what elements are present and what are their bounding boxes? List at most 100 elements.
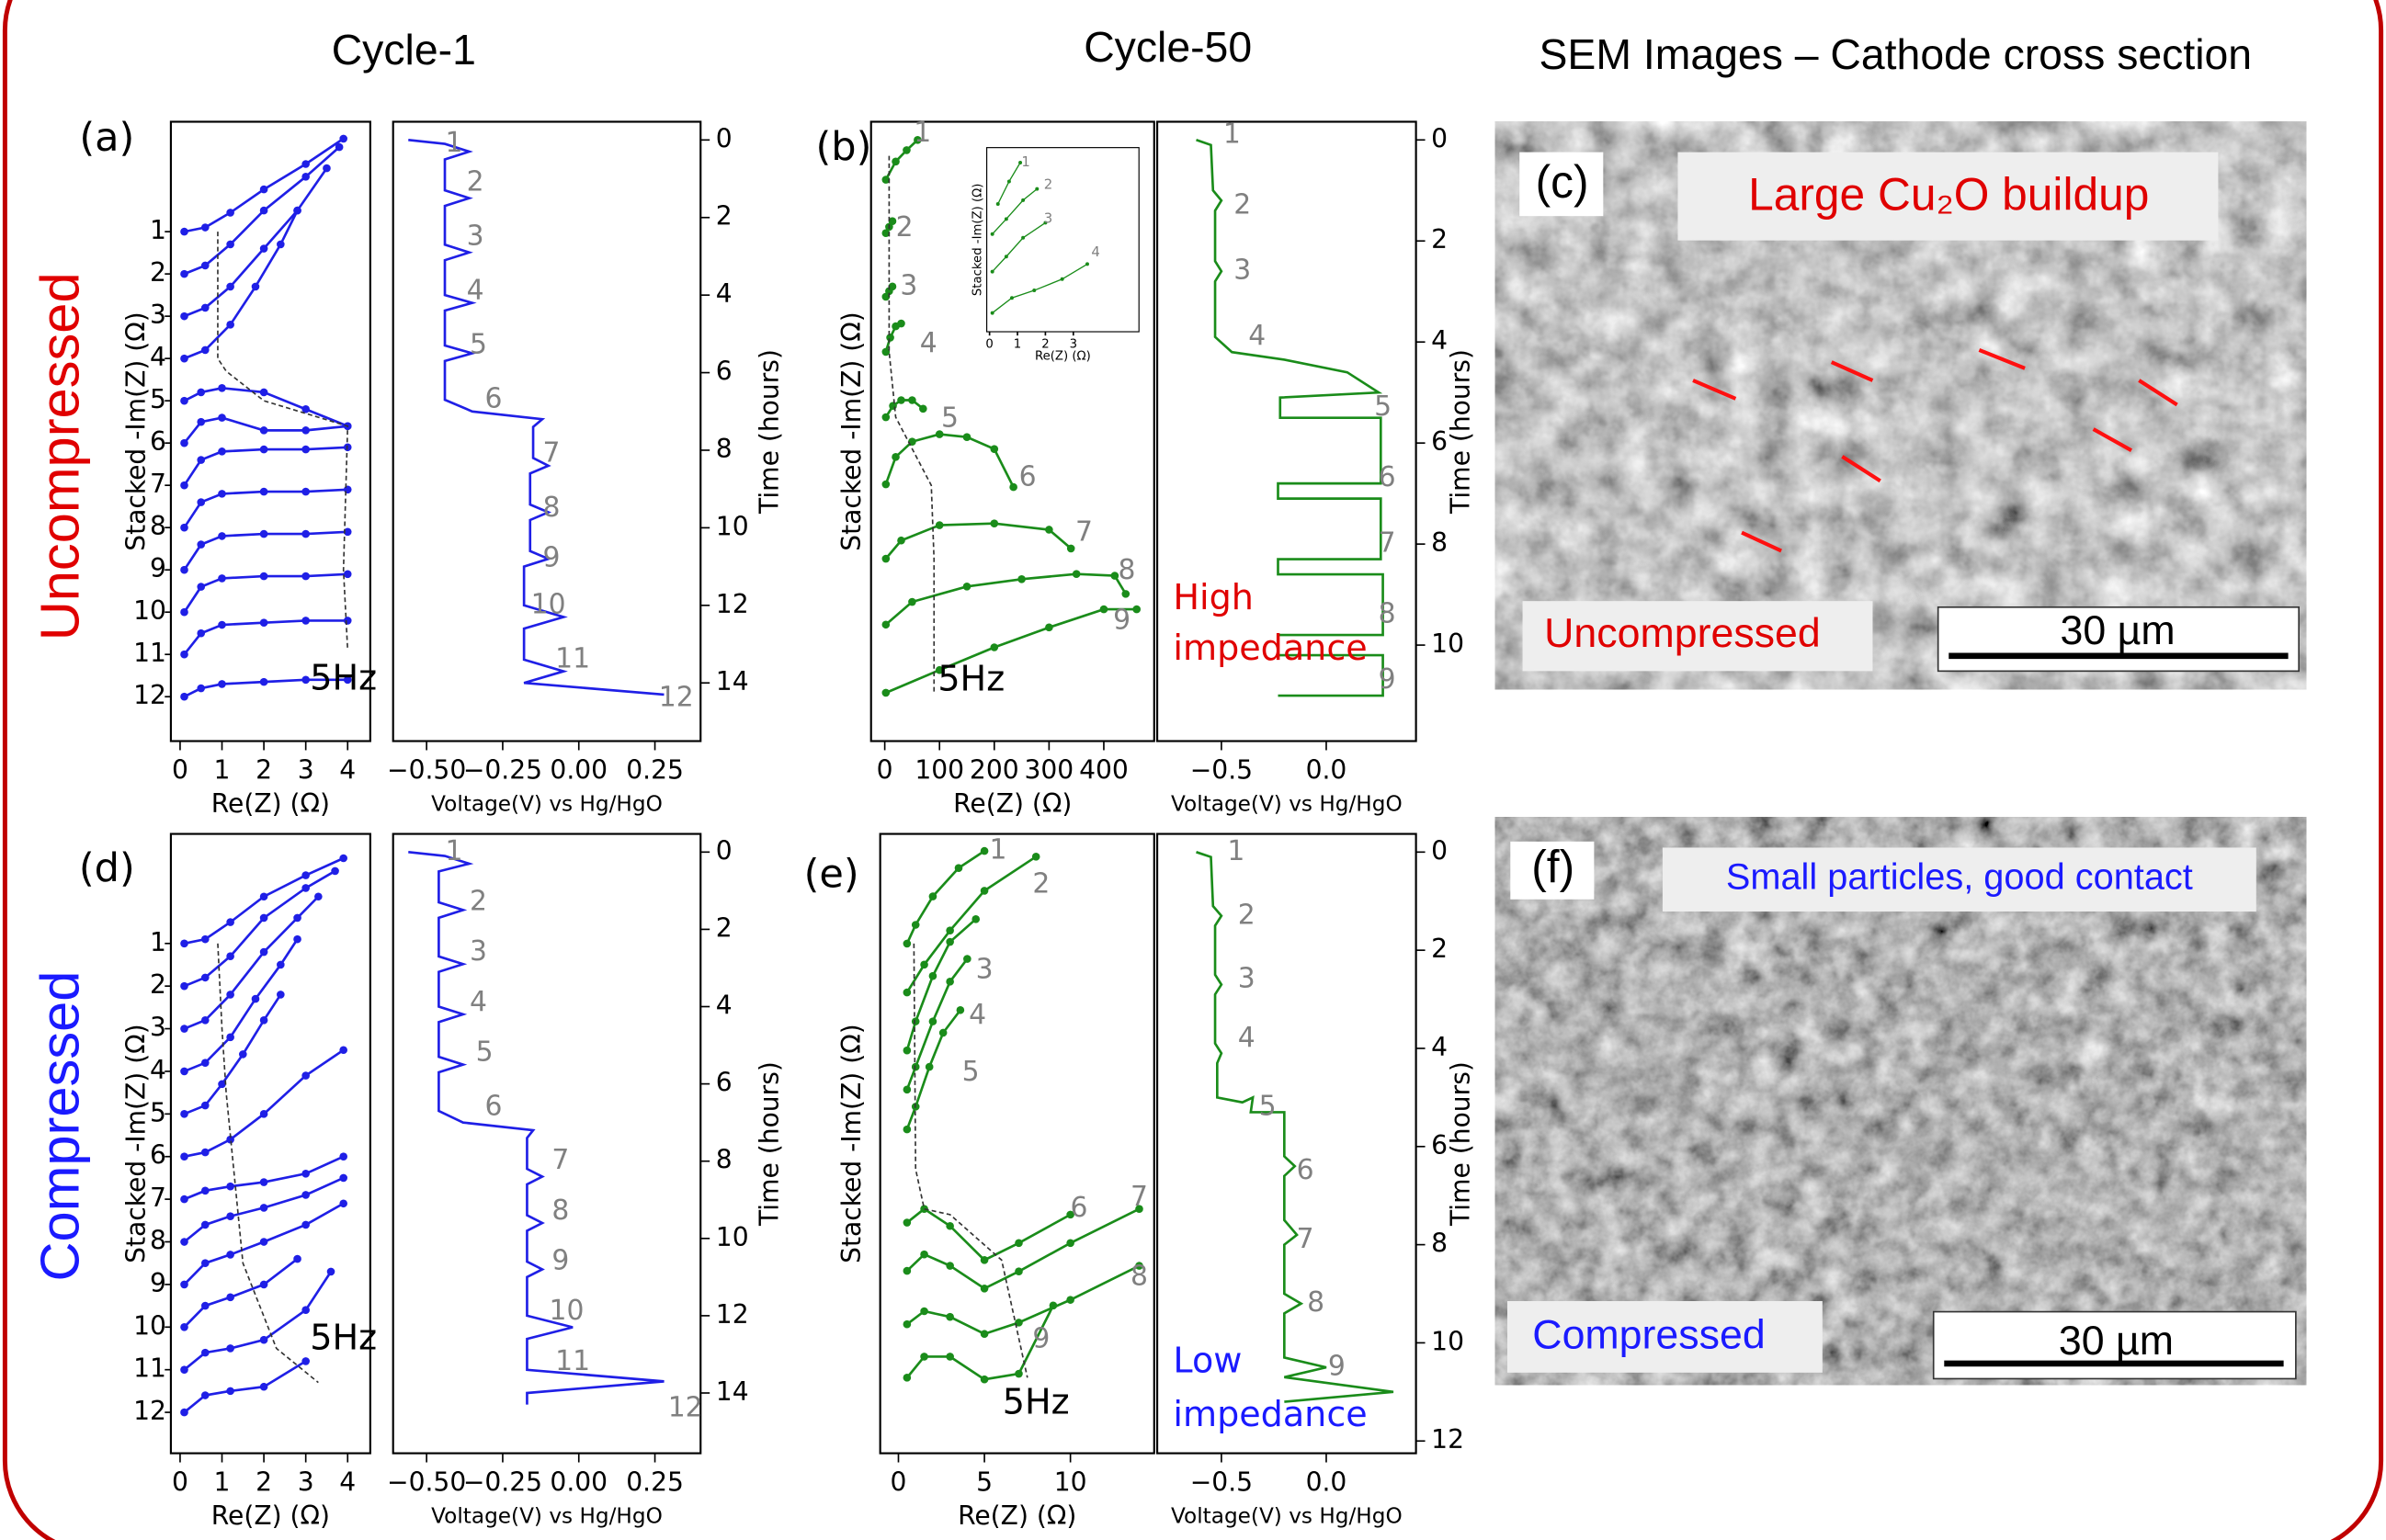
data-point xyxy=(889,402,897,410)
y-tick-label: 12 xyxy=(716,1299,749,1330)
data-point xyxy=(197,628,206,638)
data-line xyxy=(885,607,1137,695)
x-tick-label: 3 xyxy=(298,1467,314,1498)
data-point xyxy=(200,1301,210,1310)
data-point xyxy=(301,884,310,892)
data-point xyxy=(1015,1239,1023,1248)
annotation: 12 xyxy=(659,682,694,714)
data-point xyxy=(226,1212,234,1220)
data-point xyxy=(226,209,234,217)
data-point xyxy=(881,413,891,422)
plot-area xyxy=(169,832,371,1455)
data-point xyxy=(903,1319,912,1329)
data-point xyxy=(180,1322,188,1331)
x-tick-label: 0.0 xyxy=(1306,755,1347,786)
annotation: Low xyxy=(1173,1340,1242,1380)
data-line xyxy=(183,1271,333,1371)
annotation: 2 xyxy=(1032,868,1050,900)
image-label: (f) xyxy=(1531,841,1574,892)
data-point xyxy=(323,164,331,173)
data-point xyxy=(259,947,268,957)
data-point xyxy=(218,384,226,392)
y-tick-label: 6 xyxy=(1431,1130,1448,1161)
annotation: 11 xyxy=(555,642,590,674)
data-point xyxy=(946,937,954,946)
y-tick-label: 6 xyxy=(716,1068,733,1098)
scale-label: 30 µm xyxy=(2059,1319,2174,1364)
data-point xyxy=(301,1071,310,1080)
data-point xyxy=(259,1015,268,1025)
y-tick-label: 8 xyxy=(150,511,166,541)
data-point xyxy=(1018,161,1023,164)
x-axis-label: Re(Z) (Ω) xyxy=(953,788,1072,819)
data-point xyxy=(301,445,310,454)
data-point xyxy=(339,1152,347,1161)
data-point xyxy=(180,565,188,574)
data-point xyxy=(197,388,206,397)
x-tick-label: 0 xyxy=(891,1467,907,1498)
y-tick-label: 10 xyxy=(1431,1326,1464,1356)
data-point xyxy=(259,913,268,923)
data-point xyxy=(962,433,971,442)
data-line xyxy=(183,416,348,444)
annotation: 3 xyxy=(1044,209,1052,226)
x-tick-label: 1 xyxy=(214,755,231,786)
y-axis-label: Stacked -Im(Z) (Ω) xyxy=(971,184,985,297)
y-tick-label: 11 xyxy=(133,638,166,668)
annotation: 7 xyxy=(1131,1181,1148,1213)
data-point xyxy=(226,1182,234,1191)
panel-label: (a) xyxy=(79,115,134,161)
data-point xyxy=(180,1238,188,1246)
y-tick-label: 4 xyxy=(716,278,733,309)
data-point xyxy=(259,677,268,686)
data-point xyxy=(277,960,285,969)
y-axis-label: Time (hours) xyxy=(754,349,784,515)
annotation: impedance xyxy=(1173,628,1367,668)
data-point xyxy=(935,521,944,529)
annotation: High xyxy=(1173,577,1254,617)
data-point xyxy=(928,971,937,980)
y-tick-label: 10 xyxy=(133,1310,166,1341)
y-tick-label: 5 xyxy=(150,1097,166,1127)
data-point xyxy=(1099,605,1108,614)
data-point xyxy=(1072,570,1081,579)
data-point xyxy=(1135,1205,1143,1213)
image-caption: Small particles, good contact xyxy=(1726,857,2193,898)
data-point xyxy=(180,396,188,405)
data-point xyxy=(259,572,268,581)
data-point xyxy=(920,1205,928,1213)
data-point xyxy=(888,282,897,291)
x-tick-label: 400 xyxy=(1079,755,1129,786)
data-point xyxy=(946,926,954,934)
y-tick-label: 8 xyxy=(716,1145,733,1175)
x-tick-label: 10 xyxy=(1054,1467,1087,1498)
annotation: 5 xyxy=(470,329,487,361)
data-point xyxy=(226,240,234,249)
panel-label: (d) xyxy=(79,845,135,891)
data-point xyxy=(881,688,891,697)
annotation: 6 xyxy=(1019,461,1037,493)
annotation: 7 xyxy=(551,1144,569,1176)
annotation: 1 xyxy=(1021,153,1029,170)
data-point xyxy=(971,915,981,923)
x-axis-label: Re(Z) (Ω) xyxy=(958,1500,1076,1531)
y-tick-label: 2 xyxy=(150,257,166,288)
data-point xyxy=(301,405,310,413)
data-point xyxy=(1066,1296,1074,1304)
data-point xyxy=(925,1062,934,1071)
data-point xyxy=(200,1220,210,1229)
column-header: Cycle-1 xyxy=(332,26,476,74)
data-point xyxy=(1045,623,1053,632)
label-box xyxy=(1519,152,1604,217)
data-point xyxy=(1006,179,1011,184)
annotation: 3 xyxy=(1233,255,1251,287)
data-point xyxy=(259,892,268,901)
annotation: 3 xyxy=(976,953,994,985)
data-point xyxy=(920,960,928,969)
data-point xyxy=(218,574,226,583)
data-point xyxy=(314,892,323,901)
data-point xyxy=(995,202,1000,206)
data-point xyxy=(946,1353,954,1361)
